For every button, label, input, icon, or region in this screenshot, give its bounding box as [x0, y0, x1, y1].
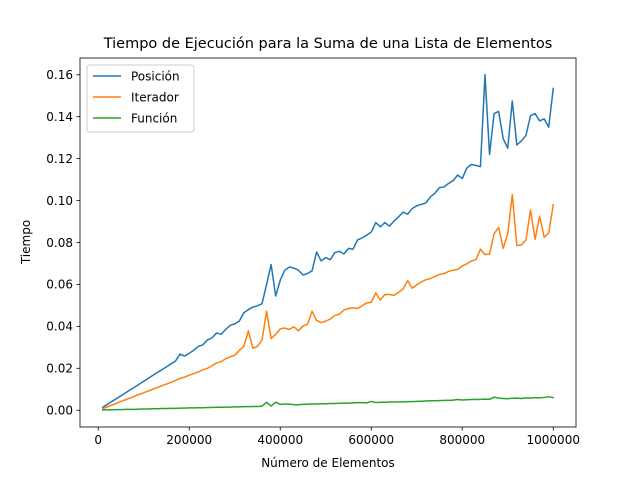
x-axis-ticks: 0 200000 400000 600000 800000 1000000 — [94, 427, 580, 447]
y-tick-label: 0.00 — [46, 404, 73, 418]
legend: Posición Iterador Función — [86, 64, 195, 133]
x-tick-label: 400000 — [257, 433, 303, 447]
x-tick-label: 600000 — [348, 433, 394, 447]
y-tick-label: 0.02 — [46, 362, 73, 376]
chart-title: Tiempo de Ejecución para la Suma de una … — [103, 36, 553, 52]
series-line-0 — [101, 74, 555, 409]
y-tick-label: 0.10 — [46, 194, 73, 208]
y-tick-label: 0.08 — [46, 236, 73, 250]
y-axis-label: Tiempo — [19, 220, 33, 265]
series-line-1 — [101, 193, 555, 410]
x-axis-label: Número de Elementos — [261, 456, 395, 470]
y-tick-label: 0.12 — [46, 152, 73, 166]
series-line-2 — [101, 396, 555, 411]
legend-label-1: Iterador — [131, 90, 179, 104]
x-tick-label: 200000 — [166, 433, 212, 447]
y-tick-label: 0.06 — [46, 278, 73, 292]
series-layer — [101, 74, 555, 411]
legend-label-0: Posición — [131, 69, 180, 83]
y-tick-label: 0.14 — [46, 110, 73, 124]
legend-box — [86, 64, 195, 133]
x-tick-label: 0 — [94, 433, 102, 447]
y-axis-ticks: 0.00 0.02 0.04 0.06 0.08 0.10 0.12 0.14 0.16 — [46, 68, 80, 418]
y-tick-label: 0.04 — [46, 320, 73, 334]
x-tick-label: 1000000 — [527, 433, 580, 447]
x-tick-label: 800000 — [439, 433, 485, 447]
legend-label-2: Función — [131, 111, 177, 125]
y-tick-label: 0.16 — [46, 68, 73, 82]
